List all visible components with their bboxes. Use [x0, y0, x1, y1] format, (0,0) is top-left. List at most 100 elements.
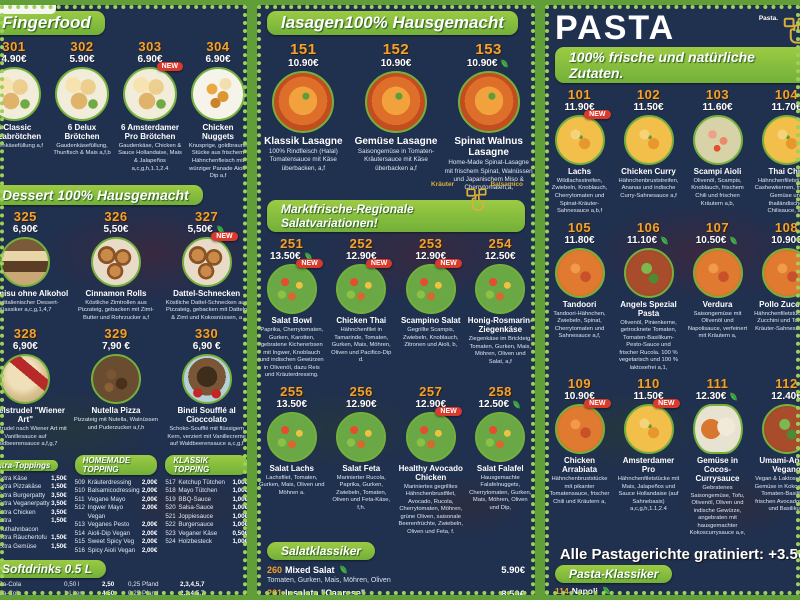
- topping-price: 1,50€: [51, 542, 67, 550]
- topping-number: 509: [74, 478, 85, 486]
- hand-click-icon: [783, 17, 800, 44]
- item-name: Salat Lachs: [269, 463, 314, 473]
- dressing-option-kraeuter[interactable]: Kräuter: [431, 181, 455, 188]
- drink-name: CoCa-Cola: [0, 580, 22, 588]
- item-number: 330: [195, 326, 219, 342]
- topping-row: 519 BBQ-Sauce 1,00€: [165, 496, 247, 505]
- item-name: Thai Chili: [768, 167, 800, 176]
- topping-row: 521 Joppiesauce 1,00€: [165, 512, 248, 522]
- item-number: 254: [488, 236, 512, 252]
- item-price: 11.50€: [633, 391, 664, 403]
- topping-number: 516: [74, 546, 85, 554]
- topping-name: Extra Räuchertofu: [0, 534, 47, 542]
- topping-name: Extra Pizzakäse: [0, 483, 42, 491]
- topping-price: 1,00€: [232, 478, 248, 486]
- vegan-leaf-icon: [601, 585, 612, 595]
- section-title-lasagne: lasagen100% Hausgemacht: [267, 11, 518, 35]
- topping-row: Extra Pizzakäse 1,50€: [0, 483, 67, 492]
- topping-name: Sweet Spicy Veg: [87, 538, 135, 546]
- item-desc: Schoko-Soufflé mit flüssigem Kern, verzi…: [167, 426, 246, 448]
- item-price: 5,50€: [103, 223, 129, 235]
- item-name: 6 Amsterdamer Pro Brötchen: [121, 123, 179, 141]
- pasta-nav[interactable]: Pasta.: [759, 15, 800, 45]
- item-price: 10.90€: [288, 58, 319, 69]
- item-photo-wrap: NEW: [405, 259, 462, 315]
- menu-item-card: 326 5,50€ NEW Cinnamon Rolls Köstliche Z…: [71, 207, 162, 325]
- item-desc: Olivenöl, Pinienkerne, getrocknete Tomat…: [619, 319, 678, 371]
- item-number: 153: [475, 41, 502, 58]
- item-price: 10.90€: [380, 58, 412, 69]
- menu-item-card: 302 5.90€ NEW 6 Delux Brötchen Gaudenkäs…: [48, 37, 116, 183]
- homemade-toppings-rows: 509 Kräuterdressing 2,00€ 510 Balsamicodress…: [75, 479, 158, 556]
- dressing-chooser[interactable]: Kräuter Balsamico: [431, 181, 523, 217]
- dressing-option-balsamico[interactable]: Balsamico: [490, 181, 523, 188]
- topping-row: 515 Sweet Spicy Veg 2,00€: [75, 538, 158, 547]
- item-desc: Hähnchenbruststreifen, Ananas und indisc…: [618, 177, 679, 200]
- topping-name: Spicy Aioli Vegan: [87, 546, 136, 554]
- topping-price: 3,50€: [51, 508, 67, 516]
- corner-white-strip: [0, 5, 56, 14]
- item-photo: [692, 115, 743, 165]
- menu-item-card: 111 12.30€ NEW Gemüse in Cocos-Currysauc…: [683, 374, 752, 540]
- item-number: 327: [195, 208, 219, 224]
- topping-price: 2,00€: [141, 478, 158, 486]
- item-photo-wrap: NEW: [0, 67, 41, 121]
- vegan-leaf-icon: [499, 58, 510, 69]
- item-photo-wrap: NEW: [336, 259, 393, 315]
- menu-item-card: 251 13.50€ NEW Salat Bowl Paprika, Cherr…: [257, 234, 327, 382]
- menu-item-card: 108 10.90€ NEW Pollo Zucchini Hähnchenfi…: [752, 218, 800, 375]
- item-photo: [181, 354, 232, 405]
- classic-name: Napoli: [571, 585, 598, 596]
- item-photo-wrap: NEW: [90, 236, 141, 287]
- drink-additive-codes: 2,3,4,5,7: [180, 580, 205, 588]
- klassik-toppings-rows: 517 Ketchup Tütchen 1,00€ 518 Mayo Tütchen 1,…: [165, 478, 248, 547]
- item-number: 328: [13, 326, 37, 342]
- item-desc: Hausgemachte Falafelnuggets, Cherrytomat…: [469, 474, 532, 511]
- item-photo-wrap: NEW: [364, 71, 427, 133]
- topping-price: 3,50€: [51, 491, 67, 499]
- topping-number: 511: [74, 495, 85, 503]
- item-desc: Hähnchenfiletstücken, Cashewkernen, fris…: [754, 177, 800, 215]
- vegan-leaf-icon: [659, 235, 670, 246]
- item-number: 255: [280, 383, 304, 399]
- item-photo-wrap: NEW: [272, 71, 335, 133]
- topping-price: 2,00€: [141, 529, 158, 537]
- topping-row: 510 Balsamicodressing 2,00€: [75, 487, 158, 496]
- klassik-toppings-title: KLASSIK TOPPING: [165, 454, 247, 475]
- item-name: Salat Bowl: [271, 316, 312, 326]
- drink-name: CoCa-Cola: [0, 589, 22, 597]
- topping-number: 512: [74, 504, 85, 512]
- item-number: 104: [774, 87, 799, 102]
- item-name: Angels Spezial Pasta: [620, 299, 677, 318]
- item-desc: Hähnchenfilet in Tamarinde, Tomaten, Gur…: [331, 327, 392, 364]
- topping-price: 1,00€: [232, 487, 248, 495]
- item-photo: [266, 411, 317, 462]
- item-name: Scampi Aioli: [693, 167, 742, 176]
- item-price: 12.30€: [695, 391, 727, 403]
- item-desc: Apfelstrudel nach Wiener Art mit Vanille…: [0, 426, 67, 448]
- new-badge: NEW: [435, 259, 462, 269]
- item-price: 12.90€: [345, 398, 377, 410]
- item-name: Salat Feta: [342, 463, 381, 473]
- item-price: 12.90€: [415, 251, 447, 263]
- extra-toppings-title: Extra-Toppings: [0, 459, 59, 471]
- item-name: Pollo Zucchini: [759, 299, 800, 309]
- item-number: 151: [290, 41, 317, 58]
- topping-number: 513: [74, 521, 85, 529]
- pasta-nav-label[interactable]: Pasta.: [758, 15, 778, 22]
- item-photo: [761, 115, 800, 165]
- topping-price: 1,00€: [232, 512, 248, 520]
- item-photo: [272, 71, 335, 133]
- panel-lasagne-salads: Kräuter Balsamico lasagen100% Hausgemach…: [252, 0, 540, 600]
- item-photo: [761, 247, 800, 298]
- homemade-toppings-table: HOMEMADE TOPPING 509 Kräuterdressing 2,00€…: [71, 454, 162, 556]
- dessert-grid: 325 6,90€ NEW Tiramisu ohne Alkohol Nord…: [0, 207, 247, 451]
- item-price: 11.80€: [564, 234, 595, 246]
- topping-number: 522: [165, 521, 176, 529]
- topping-row: 513 Veganes Pesto 2,00€: [75, 521, 158, 530]
- item-desc: Ziegenkäse im Brickteig, Tomaten, Gurken…: [468, 335, 532, 365]
- topping-row: 517 Ketchup Tütchen 1,00€: [165, 478, 248, 488]
- item-photo-wrap: NEW: [623, 115, 674, 165]
- topping-name: Ketchup Tütchen: [178, 478, 225, 486]
